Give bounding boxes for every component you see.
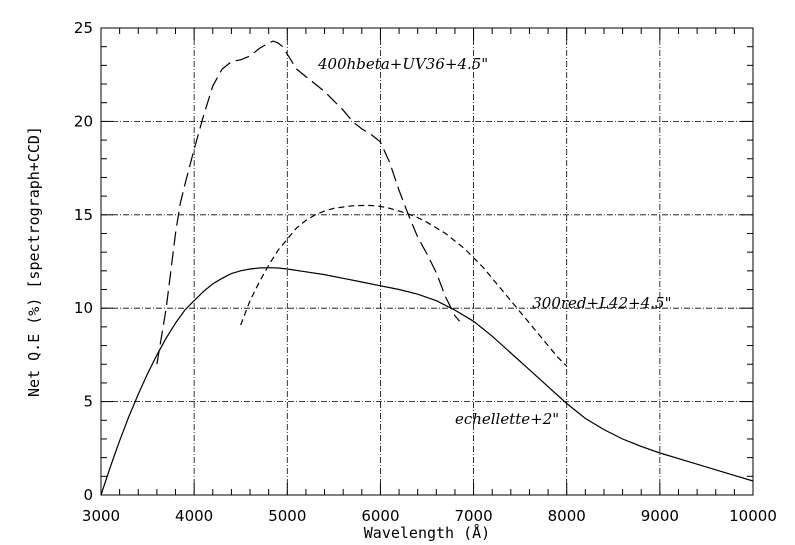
series-label-3: echellette+2" xyxy=(455,410,559,428)
plot-frame xyxy=(100,27,754,496)
x-tick-labels: 3000 4000 5000 6000 7000 8000 9000 10000 xyxy=(82,507,777,525)
x-tick-label: 6000 xyxy=(361,507,399,525)
y-tick-labels: 0 5 10 15 20 25 xyxy=(74,19,93,504)
x-tick-label: 4000 xyxy=(175,507,213,525)
x-tick-label: 5000 xyxy=(268,507,306,525)
series-labels: 400hbeta+UV36+4.5" 300red+L42+4.5" echelle… xyxy=(317,55,671,428)
y-tick-label: 15 xyxy=(74,206,93,224)
y-tick-label: 0 xyxy=(83,486,93,504)
x-tick-label: 3000 xyxy=(82,507,120,525)
x-tick-label: 8000 xyxy=(548,507,586,525)
y-tick-label: 5 xyxy=(83,393,93,411)
x-axis-title: Wavelength (Å) xyxy=(364,523,490,542)
series-line-3 xyxy=(100,267,754,496)
x-tick-label: 10000 xyxy=(729,507,777,525)
y-tick-label: 25 xyxy=(74,19,93,37)
grid-lines xyxy=(101,28,753,495)
x-tick-label: 7000 xyxy=(454,507,492,525)
series-line-2 xyxy=(240,204,568,367)
series-lines xyxy=(100,40,754,496)
y-tick-label: 20 xyxy=(74,112,93,130)
y-axis-title: Net Q.E (%) [spectrograph+CCD] xyxy=(25,126,43,397)
series-line-1 xyxy=(156,40,461,365)
y-tick-label: 10 xyxy=(74,299,93,317)
axis-ticks xyxy=(100,27,754,496)
series-label-2: 300red+L42+4.5" xyxy=(532,294,671,312)
series-label-1: 400hbeta+UV36+4.5" xyxy=(317,55,488,73)
x-tick-label: 9000 xyxy=(641,507,679,525)
